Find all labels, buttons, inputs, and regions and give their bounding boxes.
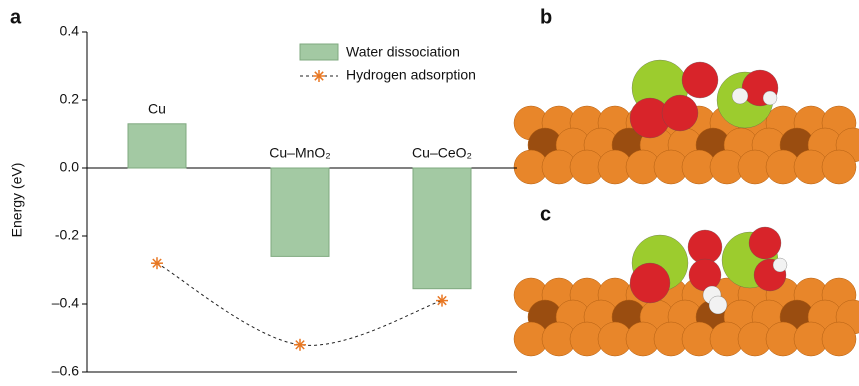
atom: [732, 88, 748, 104]
atom: [763, 91, 777, 105]
atom: [662, 95, 698, 131]
category-label: Cu–MnO₂: [269, 145, 330, 161]
structure-image: [514, 28, 859, 205]
bar: [128, 124, 186, 168]
y-tick-label: –0.4: [52, 295, 79, 311]
marker: [151, 257, 163, 269]
y-tick-label: 0.0: [60, 159, 80, 175]
panel-label: c: [540, 203, 551, 225]
category-label: Cu–CeO₂: [412, 145, 472, 161]
atom: [709, 296, 727, 314]
atom: [630, 263, 670, 303]
marker: [436, 295, 448, 307]
y-axis-label: Energy (eV): [9, 163, 25, 238]
panel-label: a: [10, 6, 22, 28]
figure: a b c Energy (eV) 0.4 0.2 0.0 -0.2 –0.4 –0.6 C…: [0, 0, 859, 381]
legend-label: Water dissociation: [346, 44, 460, 60]
structure-image: [514, 225, 859, 381]
category-label: Cu: [148, 101, 166, 117]
y-tick-label: 0.4: [60, 23, 80, 39]
bar: [413, 168, 471, 289]
line: [157, 263, 442, 345]
legend-marker: [313, 70, 325, 82]
atom: [822, 150, 856, 184]
atom: [822, 322, 856, 356]
atom: [773, 258, 787, 272]
marker: [294, 339, 306, 351]
y-tick-label: -0.2: [55, 227, 79, 243]
legend-swatch: [300, 44, 338, 60]
y-tick-label: 0.2: [60, 91, 80, 107]
bar: [271, 168, 329, 256]
panel-label: b: [540, 6, 552, 28]
atom: [749, 227, 781, 259]
y-tick-label: –0.6: [52, 363, 79, 379]
atom: [682, 62, 718, 98]
atom: [689, 259, 721, 291]
legend-label: Hydrogen adsorption: [346, 67, 476, 83]
